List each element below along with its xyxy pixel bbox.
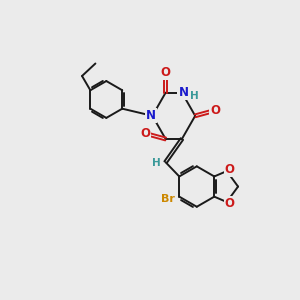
Text: Br: Br [161,194,175,204]
Text: O: O [210,104,220,117]
Text: N: N [178,86,188,99]
Text: H: H [152,158,161,168]
Text: H: H [190,91,199,101]
Text: O: O [160,66,171,79]
Text: O: O [225,163,235,176]
Text: O: O [225,197,235,210]
Text: O: O [140,127,150,140]
Text: N: N [146,109,156,122]
